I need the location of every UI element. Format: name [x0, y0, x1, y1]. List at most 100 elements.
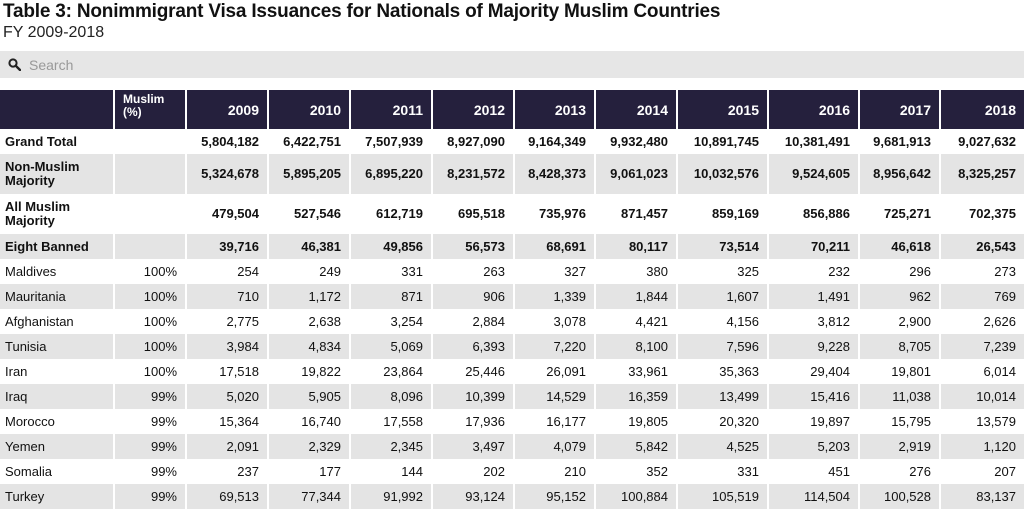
value-cell: 962 — [858, 284, 940, 309]
value-cell: 479,504 — [185, 194, 268, 234]
table-row: Yemen 99% 2,091 2,329 2,345 3,497 4,079 5,842 4,… — [0, 434, 1024, 459]
header-year[interactable]: 2018 — [939, 90, 1024, 129]
data-table: Muslim (%) 2009 2010 2011 2012 2013 2014 2015 20… — [0, 90, 1024, 509]
search-icon — [8, 58, 21, 71]
value-cell: 19,822 — [267, 359, 350, 384]
value-cell: 25,446 — [431, 359, 514, 384]
value-cell: 16,359 — [594, 384, 677, 409]
value-cell: 7,239 — [939, 334, 1024, 359]
value-cell: 2,884 — [431, 309, 514, 334]
value-cell: 70,211 — [767, 234, 859, 259]
value-cell: 1,844 — [594, 284, 677, 309]
value-cell: 29,404 — [767, 359, 859, 384]
value-cell: 9,524,605 — [767, 154, 859, 194]
value-cell: 8,325,257 — [939, 154, 1024, 194]
value-cell: 735,976 — [513, 194, 595, 234]
table-row: Tunisia 100% 3,984 4,834 5,069 6,393 7,220 8,10… — [0, 334, 1024, 359]
row-label: Tunisia — [0, 334, 114, 359]
value-cell: 177 — [267, 459, 350, 484]
value-cell: 232 — [767, 259, 859, 284]
muslim-pct-cell — [113, 234, 186, 259]
value-cell: 19,897 — [767, 409, 859, 434]
value-cell: 2,329 — [267, 434, 350, 459]
value-cell: 254 — [185, 259, 268, 284]
value-cell: 95,152 — [513, 484, 595, 509]
value-cell: 46,381 — [267, 234, 350, 259]
header-muslim-pct[interactable]: Muslim (%) — [113, 90, 186, 129]
header-year[interactable]: 2016 — [767, 90, 859, 129]
muslim-pct-cell: 100% — [113, 334, 186, 359]
value-cell: 702,375 — [939, 194, 1024, 234]
muslim-pct-cell: 99% — [113, 459, 186, 484]
table-row: Non-Muslim Majority 5,324,678 5,895,205 6,8… — [0, 154, 1024, 194]
row-label: Yemen — [0, 434, 114, 459]
header-blank[interactable] — [0, 90, 114, 129]
header-year[interactable]: 2009 — [185, 90, 268, 129]
value-cell: 296 — [858, 259, 940, 284]
value-cell: 8,705 — [858, 334, 940, 359]
value-cell: 249 — [267, 259, 350, 284]
table-row: All Muslim Majority 479,504 527,546 612,719… — [0, 194, 1024, 234]
value-cell: 202 — [431, 459, 514, 484]
value-cell: 325 — [676, 259, 768, 284]
value-cell: 3,078 — [513, 309, 595, 334]
value-cell: 725,271 — [858, 194, 940, 234]
value-cell: 2,626 — [939, 309, 1024, 334]
value-cell: 19,801 — [858, 359, 940, 384]
value-cell: 91,992 — [349, 484, 432, 509]
value-cell: 5,895,205 — [267, 154, 350, 194]
muslim-pct-cell — [113, 129, 186, 154]
search-input[interactable] — [27, 55, 931, 74]
value-cell: 3,984 — [185, 334, 268, 359]
header-year[interactable]: 2012 — [431, 90, 514, 129]
value-cell: 3,254 — [349, 309, 432, 334]
value-cell: 352 — [594, 459, 677, 484]
value-cell: 10,891,745 — [676, 129, 768, 154]
value-cell: 612,719 — [349, 194, 432, 234]
row-label: Morocco — [5, 414, 55, 429]
value-cell: 1,120 — [939, 434, 1024, 459]
header-year[interactable]: 2010 — [267, 90, 350, 129]
header-year[interactable]: 2013 — [513, 90, 595, 129]
value-cell: 6,014 — [939, 359, 1024, 384]
value-cell: 5,020 — [185, 384, 268, 409]
muslim-pct-cell: 99% — [113, 409, 186, 434]
muslim-pct-cell: 100% — [113, 284, 186, 309]
value-cell: 77,344 — [267, 484, 350, 509]
value-cell: 2,345 — [349, 434, 432, 459]
value-cell: 2,775 — [185, 309, 268, 334]
value-cell: 4,079 — [513, 434, 595, 459]
value-cell: 13,579 — [939, 409, 1024, 434]
header-year[interactable]: 2017 — [858, 90, 940, 129]
search-bar[interactable] — [0, 51, 1024, 78]
value-cell: 1,607 — [676, 284, 768, 309]
value-cell: 114,504 — [767, 484, 859, 509]
value-cell: 83,137 — [939, 484, 1024, 509]
row-label: Afghanistan — [5, 314, 74, 329]
value-cell: 8,096 — [349, 384, 432, 409]
value-cell: 2,091 — [185, 434, 268, 459]
value-cell: 4,834 — [267, 334, 350, 359]
value-cell: 710 — [185, 284, 268, 309]
value-cell: 871,457 — [594, 194, 677, 234]
value-cell: 20,320 — [676, 409, 768, 434]
value-cell: 39,716 — [185, 234, 268, 259]
header-year[interactable]: 2014 — [594, 90, 677, 129]
value-cell: 9,164,349 — [513, 129, 595, 154]
muslim-pct-cell: 99% — [113, 484, 186, 509]
value-cell: 4,156 — [676, 309, 768, 334]
row-label: Grand Total — [5, 134, 77, 149]
muslim-pct-cell: 100% — [113, 259, 186, 284]
value-cell: 11,038 — [858, 384, 940, 409]
value-cell: 17,518 — [185, 359, 268, 384]
header-year[interactable]: 2015 — [676, 90, 768, 129]
value-cell: 16,177 — [513, 409, 595, 434]
value-cell: 46,618 — [858, 234, 940, 259]
header-year[interactable]: 2011 — [349, 90, 432, 129]
muslim-pct-cell: 100% — [113, 359, 186, 384]
value-cell: 26,091 — [513, 359, 595, 384]
value-cell: 9,061,023 — [594, 154, 677, 194]
value-cell: 15,364 — [185, 409, 268, 434]
table-row: Afghanistan 100% 2,775 2,638 3,254 2,884 3,078… — [0, 309, 1024, 334]
muslim-pct-cell: 99% — [113, 434, 186, 459]
